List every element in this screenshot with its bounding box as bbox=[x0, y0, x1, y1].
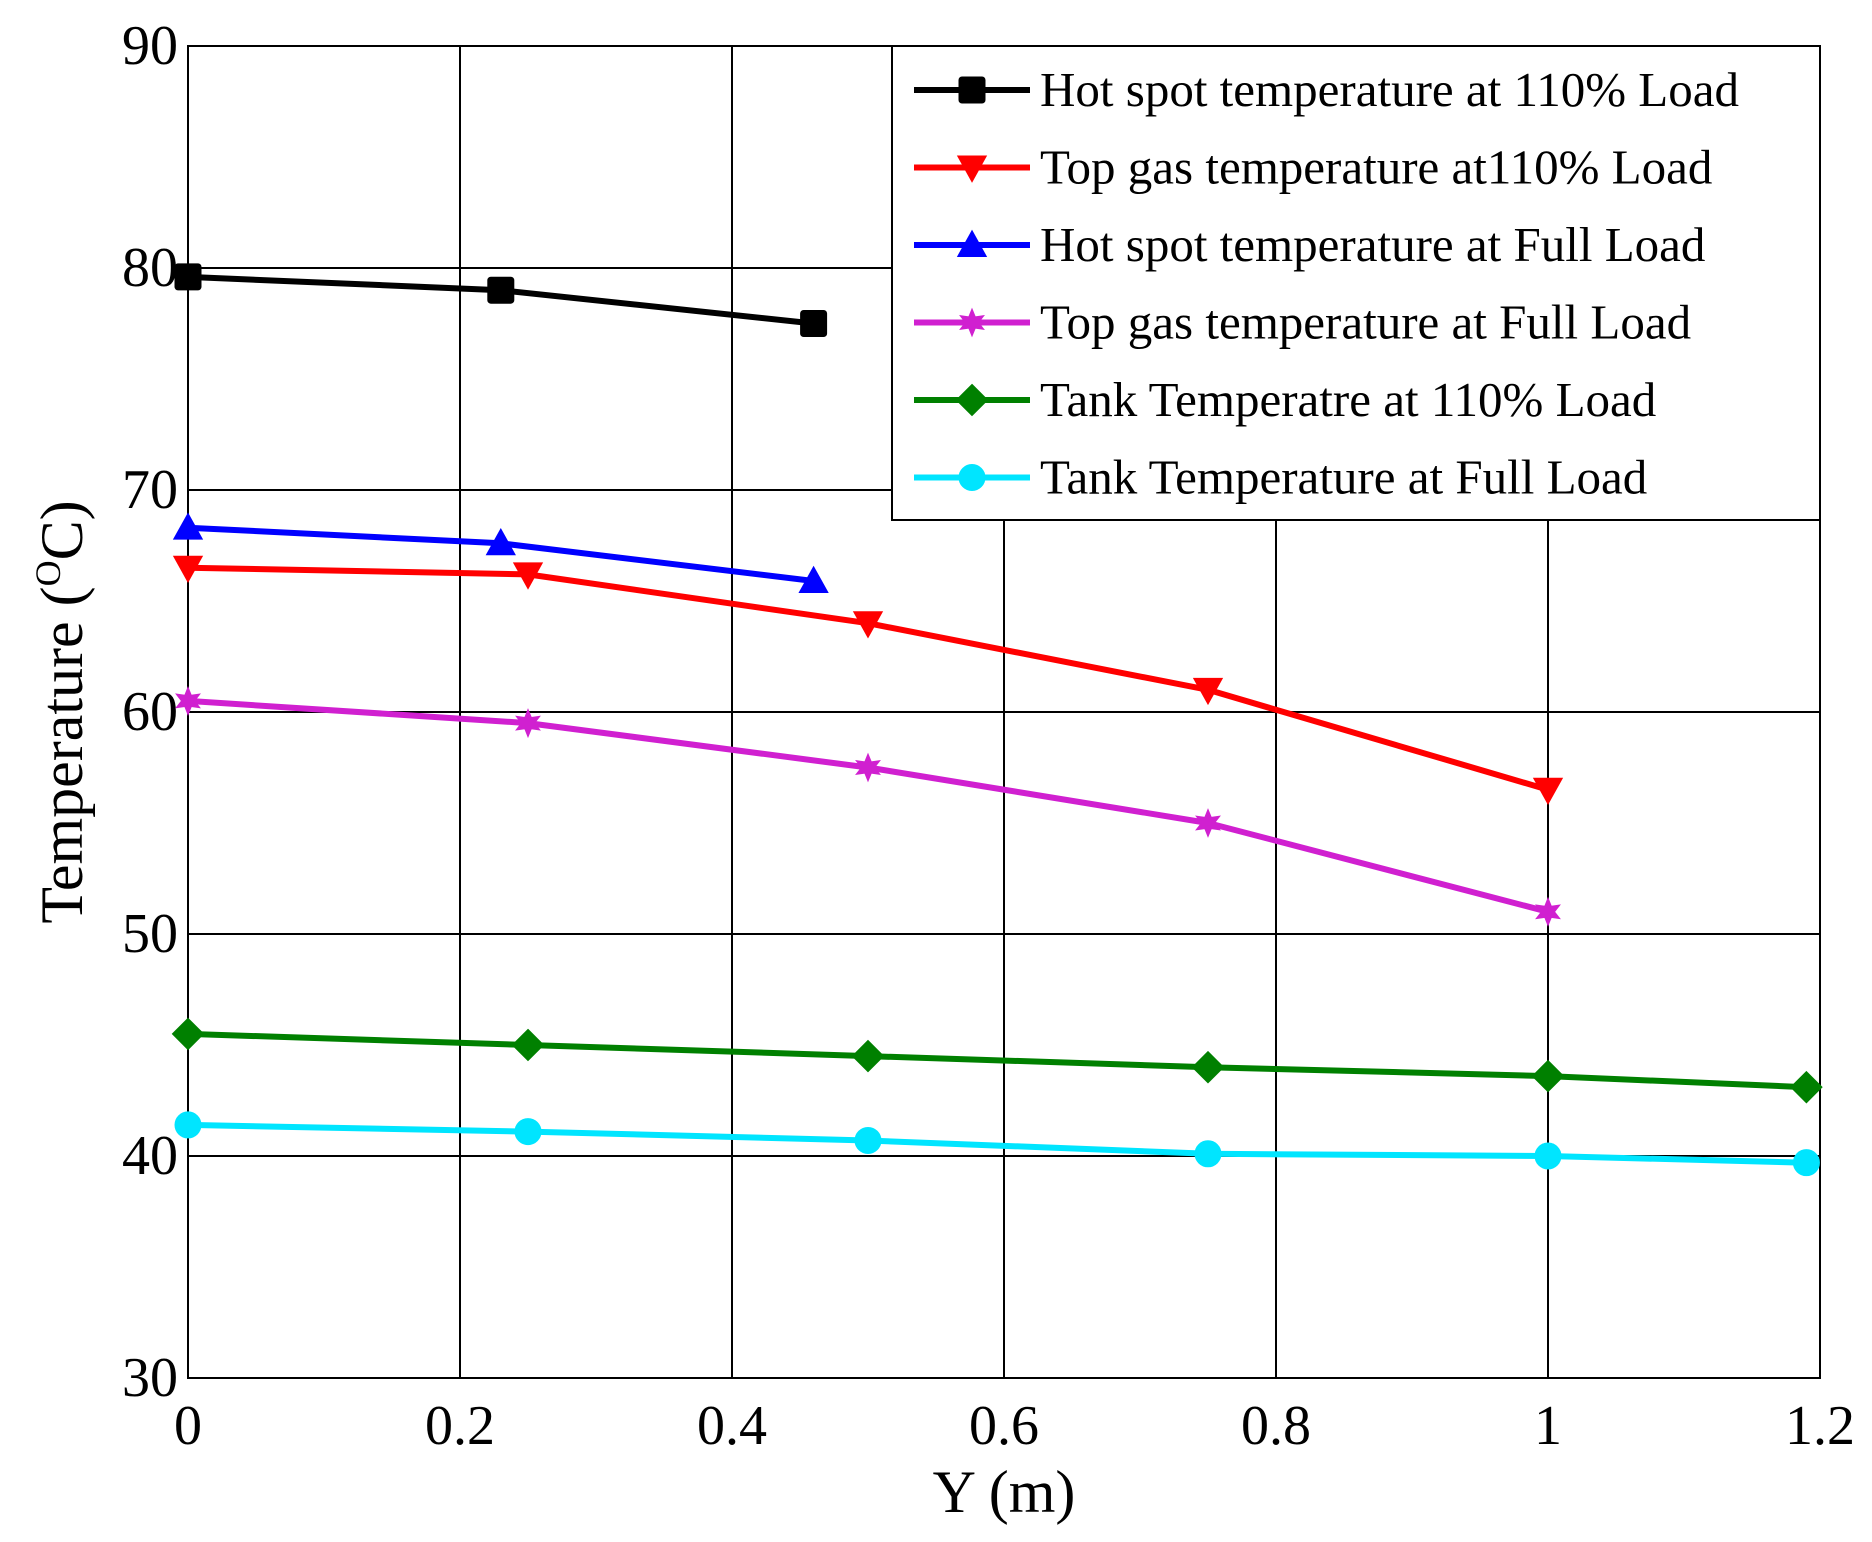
data-point-marker bbox=[512, 562, 544, 590]
legend-swatch-marker bbox=[956, 229, 988, 257]
data-point-marker bbox=[855, 752, 881, 783]
x-tick-label: 1 bbox=[1534, 1395, 1562, 1457]
series-top-gas-temperature-at-full-load bbox=[175, 685, 1561, 927]
y-axis-label-close: ) bbox=[29, 500, 95, 520]
legend-swatch-marker bbox=[959, 307, 985, 338]
series-line bbox=[187, 1030, 1807, 1091]
data-point-marker bbox=[798, 565, 829, 593]
x-tick-label: 0.6 bbox=[969, 1395, 1039, 1457]
y-axis-label: Temperature (OC) bbox=[28, 500, 95, 923]
legend-swatch-marker bbox=[956, 155, 988, 183]
data-point-marker bbox=[1192, 677, 1224, 706]
y-axis-label-unit-superscript: O bbox=[28, 560, 68, 586]
data-point-marker bbox=[172, 555, 204, 584]
x-tick-label: 0 bbox=[174, 1395, 202, 1457]
series-hot-spot-temperature-at-110-load bbox=[174, 263, 828, 337]
y-tick-label: 40 bbox=[122, 1125, 178, 1187]
y-axis-label-unit: C bbox=[29, 520, 95, 560]
legend-label: Hot spot temperature at 110% Load bbox=[1040, 62, 1739, 117]
legend: Hot spot temperature at 110% Load Top gas… bbox=[891, 45, 1821, 521]
series-line bbox=[187, 1121, 1807, 1166]
series-top-gas-temperature-at110-load bbox=[172, 555, 1564, 806]
data-point-marker bbox=[1531, 1059, 1565, 1093]
y-tick-label: 70 bbox=[122, 459, 178, 521]
data-point-marker bbox=[1195, 808, 1221, 838]
tick-labels: 0 0.2 0.4 0.6 0.8 1 1.2 30 40 50 60 70 80 90 bbox=[122, 15, 1855, 1457]
legend-swatch-marker bbox=[955, 383, 989, 417]
legend-item: Hot spot temperature at 110% Load bbox=[914, 62, 1739, 117]
data-point-marker bbox=[1191, 1050, 1225, 1084]
data-point-marker bbox=[854, 1126, 882, 1154]
legend-swatch-marker bbox=[958, 464, 986, 491]
legend-item: Top gas temperature at Full Load bbox=[914, 295, 1691, 350]
y-tick-label: 60 bbox=[122, 681, 178, 743]
data-point-marker bbox=[172, 512, 204, 540]
data-point-marker bbox=[171, 1017, 205, 1051]
y-tick-label: 90 bbox=[122, 15, 178, 77]
data-point-marker bbox=[1194, 1140, 1222, 1168]
legend-item: Top gas temperature at110% Load bbox=[914, 140, 1712, 195]
x-tick-label: 0.2 bbox=[425, 1395, 495, 1457]
legend-item: Tank Temperatre at 110% Load bbox=[914, 372, 1656, 427]
series-tank-temperature-at-full-load bbox=[174, 1111, 1820, 1177]
legend-label: Top gas temperature at110% Load bbox=[1040, 140, 1712, 195]
legend-box bbox=[891, 45, 1821, 521]
legend-label: Tank Temperatre at 110% Load bbox=[1040, 372, 1656, 427]
data-point-marker bbox=[800, 310, 828, 337]
data-point-marker bbox=[514, 1118, 542, 1146]
data-point-marker bbox=[1790, 1070, 1823, 1104]
data-point-marker bbox=[485, 527, 516, 556]
x-tick-label: 0.4 bbox=[697, 1395, 767, 1457]
x-tick-label: 0.8 bbox=[1241, 1395, 1311, 1457]
y-tick-label: 50 bbox=[122, 903, 178, 965]
data-point-marker bbox=[174, 1111, 202, 1139]
x-tick-label: 1.2 bbox=[1785, 1395, 1855, 1457]
y-tick-label: 80 bbox=[122, 237, 178, 299]
data-point-marker bbox=[515, 708, 541, 739]
data-point-marker bbox=[1532, 777, 1564, 806]
legend-label: Hot spot temperature at Full Load bbox=[1040, 217, 1705, 272]
data-point-marker bbox=[852, 611, 884, 639]
y-tick-label: 30 bbox=[122, 1347, 178, 1409]
series-hot-spot-temperature-at-full-load bbox=[172, 512, 829, 593]
data-point-marker bbox=[487, 276, 515, 304]
legend-swatch-marker bbox=[958, 76, 986, 104]
legend-item: Tank Temperature at Full Load bbox=[914, 450, 1647, 505]
legend-item: Hot spot temperature at Full Load bbox=[914, 217, 1705, 272]
series-lines bbox=[171, 263, 1823, 1177]
y-axis-label-text: Temperature ( bbox=[29, 586, 95, 923]
data-point-marker bbox=[1792, 1149, 1820, 1177]
legend-label: Tank Temperature at Full Load bbox=[1040, 450, 1647, 505]
legend-label: Top gas temperature at Full Load bbox=[1040, 295, 1691, 350]
series-tank-temperatre-at-110-load bbox=[171, 1017, 1823, 1104]
data-point-marker bbox=[175, 685, 201, 716]
data-point-marker bbox=[851, 1039, 885, 1073]
data-point-marker bbox=[174, 263, 202, 291]
data-point-marker bbox=[1535, 896, 1561, 927]
data-point-marker bbox=[511, 1028, 545, 1062]
data-point-marker bbox=[1534, 1142, 1562, 1170]
x-axis-label: Y (m) bbox=[933, 1459, 1076, 1525]
